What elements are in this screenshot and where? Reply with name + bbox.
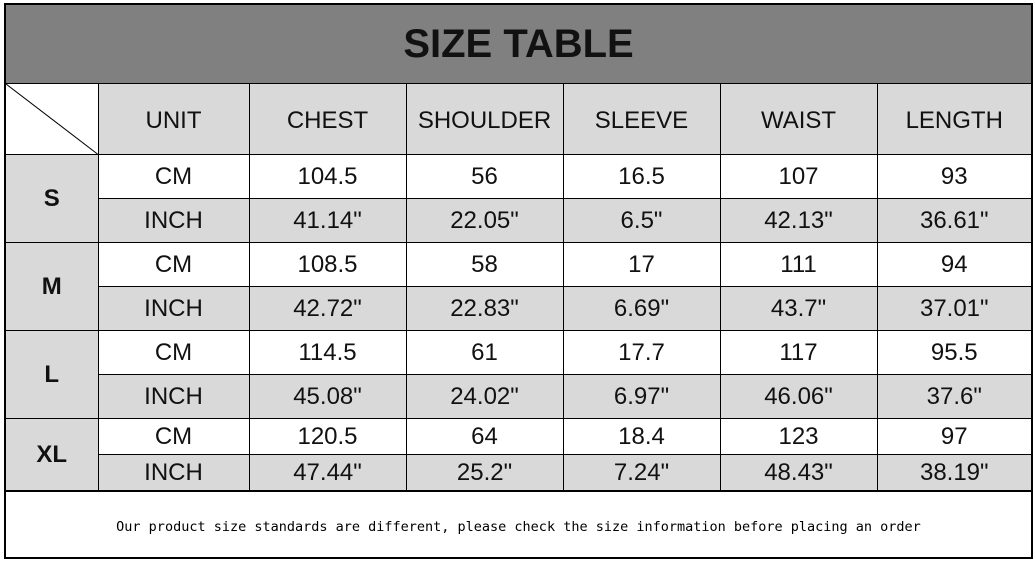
size-label: M [6, 242, 99, 331]
cell-sleeve: 6.97" [562, 374, 721, 419]
cell-chest: 104.5 [248, 154, 407, 199]
table-row-m-inch: INCH 42.72" 22.83" 6.69" 43.7" 37.01" [6, 286, 1032, 331]
cell-unit: INCH [97, 198, 250, 243]
table-row-xl-inch: INCH 47.44" 25.2" 7.24" 48.43" 38.19" [6, 454, 1032, 491]
cell-unit: CM [97, 154, 250, 199]
cell-shoulder: 22.05" [405, 198, 564, 243]
header-sleeve: SLEEVE [562, 83, 721, 155]
cell-shoulder: 56 [405, 154, 564, 199]
header-waist: WAIST [719, 83, 878, 155]
cell-sleeve: 6.69" [562, 286, 721, 331]
cell-unit: INCH [97, 454, 250, 491]
cell-chest: 41.14" [248, 198, 407, 243]
cell-chest: 108.5 [248, 242, 407, 287]
cell-waist: 111 [719, 242, 878, 287]
cell-unit: INCH [97, 286, 250, 331]
table-row-l-cm: L CM 114.5 61 17.7 117 95.5 [6, 330, 1032, 419]
table-title: SIZE TABLE [6, 5, 1032, 84]
size-table-container: SIZE TABLE UNIT CHEST SHOULDER SLEEVE WA… [4, 3, 1033, 559]
cell-chest: 45.08" [248, 374, 407, 419]
size-label: XL [6, 418, 99, 491]
footer-note: Our product size standards are different… [6, 491, 1031, 561]
table-row-xl-cm: XL CM 120.5 64 18.4 123 97 [6, 418, 1032, 491]
cell-chest: 114.5 [248, 330, 407, 375]
cell-waist: 42.13" [719, 198, 878, 243]
cell-length: 94 [876, 242, 1032, 287]
cell-chest: 120.5 [248, 418, 407, 455]
header-chest: CHEST [248, 83, 407, 155]
cell-length: 95.5 [876, 330, 1032, 375]
cell-shoulder: 22.83" [405, 286, 564, 331]
cell-shoulder: 24.02" [405, 374, 564, 419]
header-shoulder: SHOULDER [405, 83, 564, 155]
cell-shoulder: 58 [405, 242, 564, 287]
cell-chest: 42.72" [248, 286, 407, 331]
corner-cell [6, 83, 99, 155]
cell-length: 97 [876, 418, 1032, 455]
cell-chest: 47.44" [248, 454, 407, 491]
table-row-l-inch: INCH 45.08" 24.02" 6.97" 46.06" 37.6" [6, 374, 1032, 419]
diagonal-line [6, 84, 98, 154]
cell-shoulder: 25.2" [405, 454, 564, 491]
table-row-s-inch: INCH 41.14" 22.05" 6.5" 42.13" 36.61" [6, 198, 1032, 243]
cell-waist: 43.7" [719, 286, 878, 331]
size-label: S [6, 154, 99, 243]
cell-unit: INCH [97, 374, 250, 419]
cell-sleeve: 17.7 [562, 330, 721, 375]
cell-length: 38.19" [876, 454, 1032, 491]
cell-waist: 117 [719, 330, 878, 375]
header-unit: UNIT [97, 83, 250, 155]
cell-length: 36.61" [876, 198, 1032, 243]
cell-unit: CM [97, 242, 250, 287]
cell-sleeve: 16.5 [562, 154, 721, 199]
cell-sleeve: 6.5" [562, 198, 721, 243]
table-row-s-cm: S CM 104.5 56 16.5 107 93 [6, 154, 1032, 243]
cell-length: 37.01" [876, 286, 1032, 331]
size-table: SIZE TABLE UNIT CHEST SHOULDER SLEEVE WA… [6, 5, 1032, 491]
cell-waist: 123 [719, 418, 878, 455]
cell-unit: CM [97, 418, 250, 455]
header-length: LENGTH [876, 83, 1032, 155]
cell-waist: 46.06" [719, 374, 878, 419]
cell-sleeve: 18.4 [562, 418, 721, 455]
size-label: L [6, 330, 99, 419]
cell-length: 93 [876, 154, 1032, 199]
cell-length: 37.6" [876, 374, 1032, 419]
cell-unit: CM [97, 330, 250, 375]
cell-shoulder: 61 [405, 330, 564, 375]
cell-shoulder: 64 [405, 418, 564, 455]
table-row-m-cm: M CM 108.5 58 17 111 94 [6, 242, 1032, 331]
cell-waist: 48.43" [719, 454, 878, 491]
cell-sleeve: 17 [562, 242, 721, 287]
cell-sleeve: 7.24" [562, 454, 721, 491]
cell-waist: 107 [719, 154, 878, 199]
